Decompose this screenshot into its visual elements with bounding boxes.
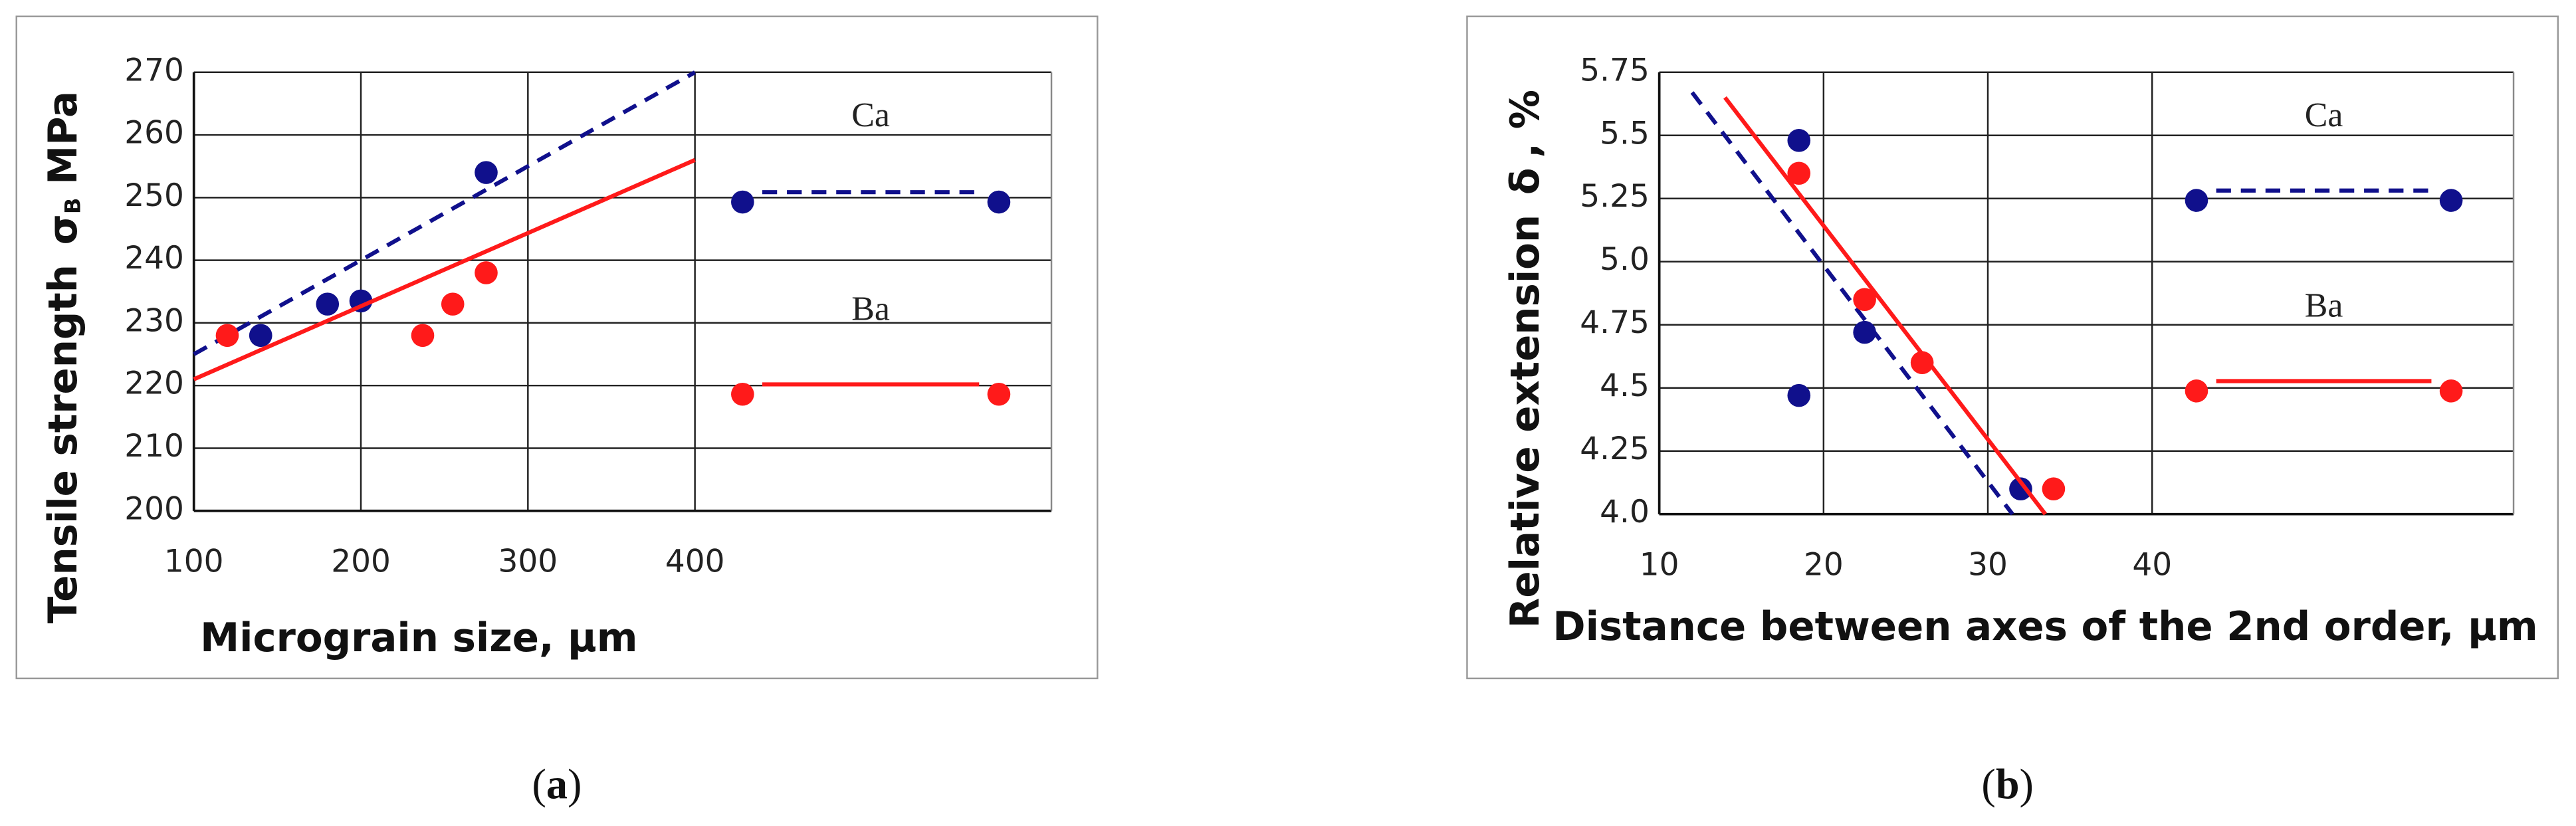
caption-paren: ) [568,760,582,807]
legend-marker [2185,379,2208,403]
y-axis-title-text: Tensile strength [40,264,86,623]
caption-paren: ( [532,760,546,807]
y-tick-label: 270 [124,52,184,88]
caption-paren: ( [1981,760,1995,807]
x-tick-label: 20 [1804,546,1844,583]
legend-label: Ba [851,290,890,328]
fit-line [1723,96,2048,516]
x-axis-title: Distance between axes of the 2nd order, … [1553,603,2537,649]
legend-marker [2439,189,2463,212]
panel-frame [15,15,1099,680]
y-axis-subscript: B [60,198,85,215]
data-point [2009,477,2032,501]
y-axis-title: Tensile strength σB MPa [40,91,86,623]
data-point [1853,288,1876,312]
y-axis-symbol: δ [1502,167,1548,195]
x-axis-title: Micrograin size, μm [200,615,637,661]
data-point [1853,320,1876,344]
data-point [1910,351,1934,375]
x-tick-label: 200 [331,543,391,579]
legend-marker [2439,379,2463,403]
caption-label: a [546,760,568,807]
data-point [475,261,498,284]
caption-label: b [1996,760,2020,807]
y-tick-label: 5.25 [1580,178,1650,215]
y-tick-label: 200 [124,490,184,527]
y-axis-title-text: Relative extension [1502,215,1548,628]
data-point [215,324,239,348]
y-tick-label: 4.75 [1580,304,1650,341]
legend-marker [2185,189,2208,212]
legend-marker [731,190,754,214]
y-tick-label: 240 [124,240,184,276]
fit-line [193,70,697,356]
legend-label: Ca [2305,96,2343,134]
data-point [2042,477,2066,501]
x-tick-label: 400 [665,543,725,579]
x-tick-label: 30 [1968,546,2008,583]
data-point [1787,129,1811,152]
legend-label: Ca [851,96,890,134]
legend-marker [987,382,1011,406]
legend-label: Ba [2305,287,2343,325]
data-point [1787,161,1811,185]
data-point [475,161,498,184]
data-point [441,292,465,316]
fit-line [193,157,696,381]
caption-paren: ) [2020,760,2034,807]
caption: (a) [532,760,582,807]
y-tick-label: 4.25 [1580,431,1650,467]
y-axis-unit: MPa [40,91,86,185]
y-tick-label: 230 [124,302,184,339]
y-tick-label: 260 [124,115,184,152]
data-point [249,324,272,348]
y-tick-label: 4.0 [1600,494,1650,530]
x-tick-label: 100 [164,543,224,579]
y-tick-label: 4.5 [1600,367,1650,404]
data-point [316,292,340,316]
y-axis-title: Relative extension δ , % [1502,90,1548,628]
legend-marker [731,382,754,406]
data-point [411,324,435,348]
y-tick-label: 220 [124,365,184,402]
fit-line [1690,91,2014,516]
panel-frame [1466,15,2559,680]
y-axis-symbol: σ [40,214,86,245]
y-tick-label: 5.0 [1600,241,1650,278]
y-tick-label: 250 [124,177,184,214]
y-tick-label: 5.5 [1600,115,1650,152]
legend-marker [987,190,1011,214]
x-tick-label: 40 [2132,546,2172,583]
y-axis-unit: , % [1502,90,1548,158]
caption: (b) [1981,760,2034,807]
data-point [1787,383,1811,407]
y-tick-label: 5.75 [1580,52,1650,88]
y-tick-label: 210 [124,428,184,465]
x-tick-label: 10 [1640,546,1679,583]
x-tick-label: 300 [498,543,558,579]
